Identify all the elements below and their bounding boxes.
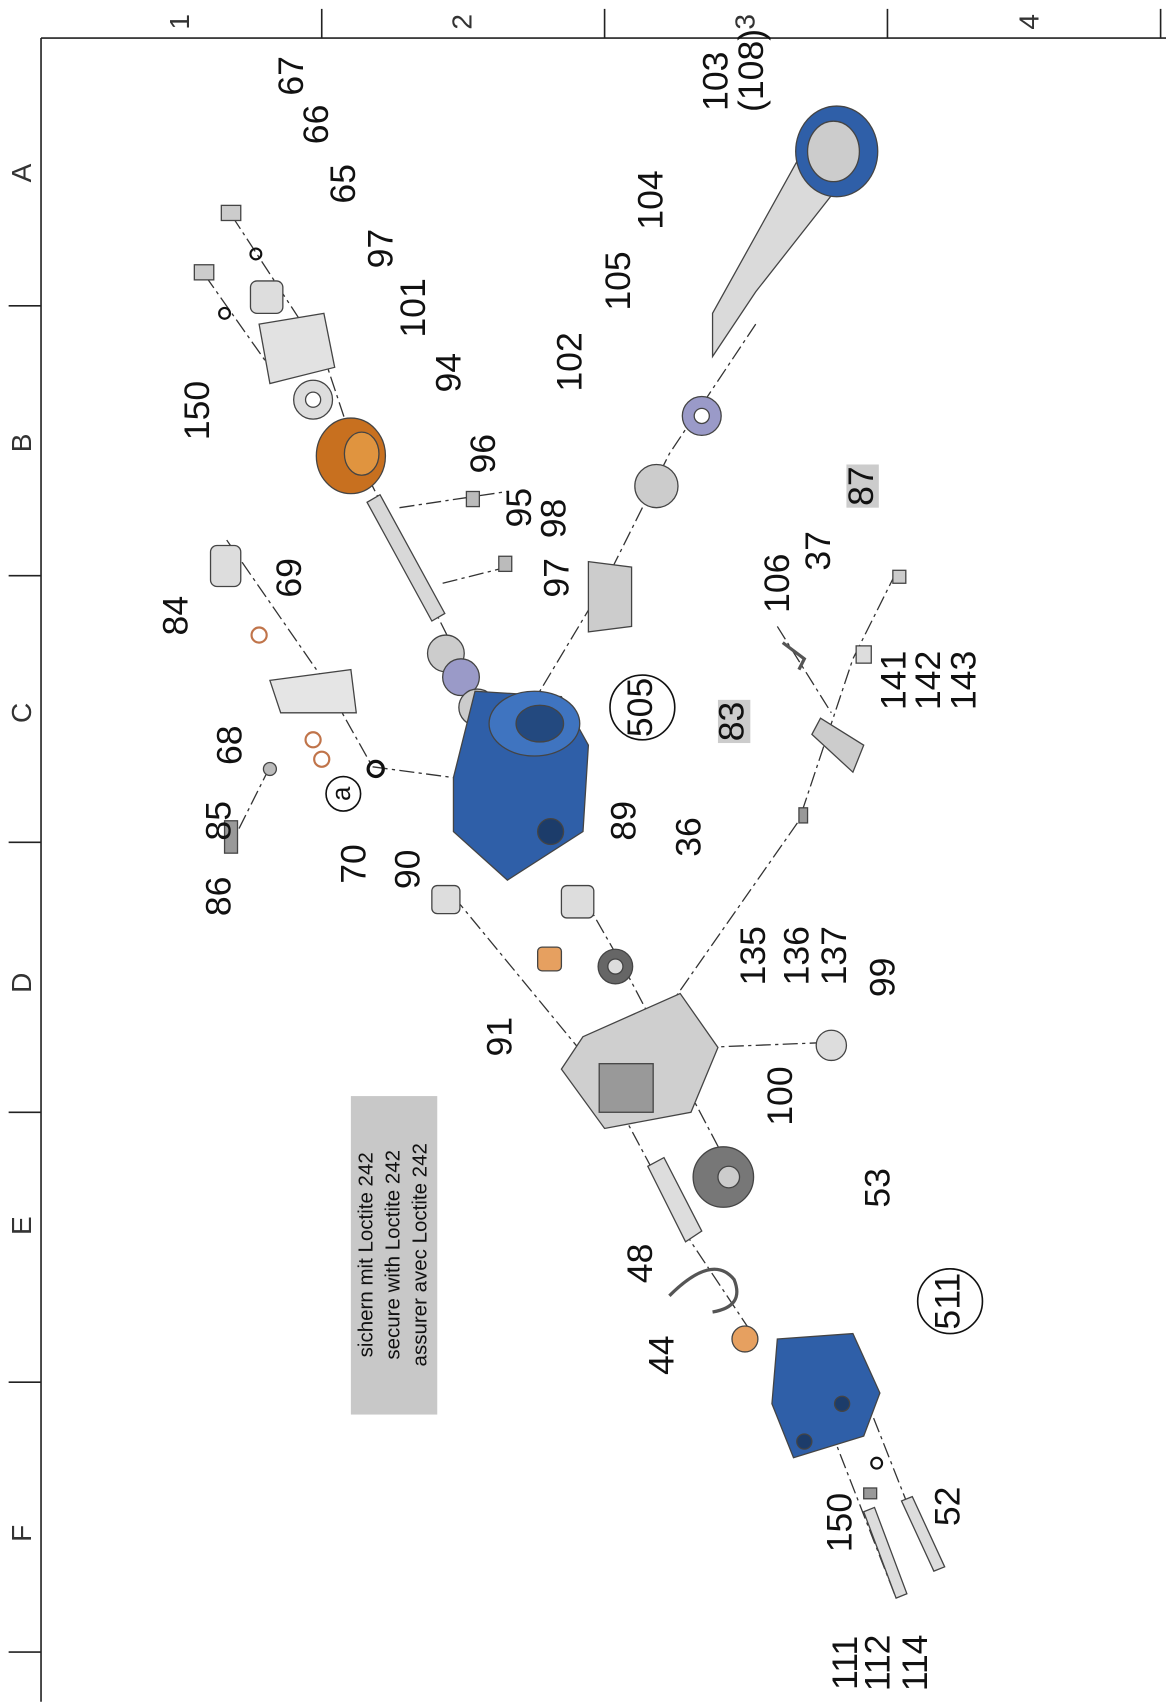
row-label: C: [6, 703, 37, 723]
part-number: 511: [927, 1273, 967, 1330]
part-number: 95: [499, 488, 539, 528]
part-number: 66: [296, 105, 336, 145]
column-label: 3: [730, 14, 761, 30]
row-label: A: [6, 163, 37, 182]
row-label: F: [6, 1525, 37, 1542]
part-number: 141: [873, 651, 913, 710]
part-number: 89: [604, 801, 644, 841]
part-number: 65: [323, 164, 363, 204]
part-number: 143: [944, 651, 984, 710]
part-number: 44: [641, 1335, 681, 1375]
part-number: (108): [731, 29, 771, 112]
part-number: 68: [210, 725, 250, 765]
part-number: 70: [334, 844, 374, 884]
part-number: 99: [863, 958, 903, 998]
part-number: 97: [537, 558, 577, 598]
part-number: 101: [393, 278, 433, 337]
part-number: 136: [776, 926, 816, 985]
part-number: 135: [733, 926, 773, 985]
part-number: 83: [712, 702, 752, 742]
part-number: 90: [388, 850, 428, 890]
part-number: 69: [269, 558, 309, 598]
column-label: 2: [447, 14, 478, 30]
part-number: 67: [271, 56, 311, 96]
row-label: B: [6, 434, 37, 453]
parts-art: [193, 105, 946, 1599]
part-number: a: [328, 786, 356, 801]
frame: [8, 8, 1166, 1702]
part-number: 137: [814, 926, 854, 985]
part-number: 37: [798, 531, 838, 571]
part-number: 505: [620, 678, 660, 737]
note-line: sichern mit Loctite 242: [354, 1152, 377, 1357]
part-number: 104: [631, 170, 671, 229]
column-label: 4: [1013, 14, 1044, 30]
part-number: 86: [199, 877, 239, 917]
part-number: 48: [620, 1244, 660, 1284]
part-number: 105: [598, 251, 638, 310]
part-number: 98: [533, 499, 573, 539]
part-number: 150: [820, 1493, 860, 1552]
part-number: 91: [479, 1017, 519, 1057]
part-number: 97: [361, 229, 401, 269]
row-label: D: [6, 973, 37, 993]
part-number: 112: [857, 1634, 897, 1691]
part-number: 102: [550, 332, 590, 391]
part-number: 36: [668, 817, 708, 857]
part-number: 85: [199, 801, 239, 841]
part-number: 96: [463, 434, 503, 474]
column-label: 1: [164, 14, 195, 30]
part-number: 150: [177, 381, 217, 440]
part-number: 106: [757, 554, 797, 613]
part-number: 114: [895, 1634, 935, 1691]
part-number: 100: [760, 1066, 800, 1125]
part-number: 142: [908, 651, 948, 710]
part-number: 111: [825, 1636, 865, 1690]
note-line: assurer avec Loctite 242: [408, 1143, 431, 1366]
part-number: 52: [927, 1487, 967, 1527]
part-number: 87: [841, 466, 881, 506]
part-number: 53: [857, 1168, 897, 1208]
part-number: 94: [429, 353, 469, 393]
row-label: E: [6, 1216, 37, 1235]
part-number: 103: [695, 52, 735, 111]
label-marks: [325, 464, 984, 1415]
note-line: secure with Loctite 242: [381, 1150, 404, 1360]
part-number: 84: [156, 596, 196, 636]
